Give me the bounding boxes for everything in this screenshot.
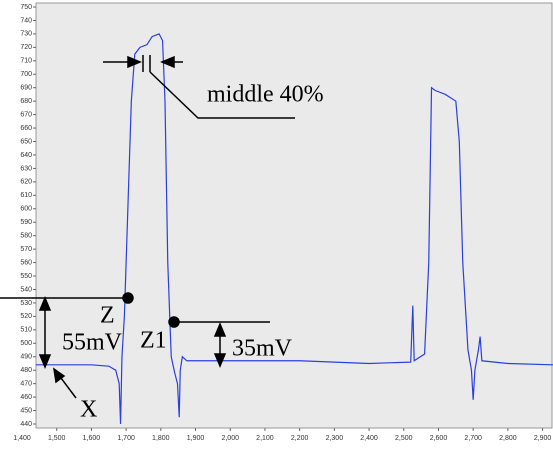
y-tick-label: 720 [20,44,32,51]
y-tick-label: 730 [20,31,32,38]
y-tick-label: 640 [20,152,32,159]
x-tick-label: 2,500 [395,435,413,442]
annotation: 35mV [232,336,293,362]
x-tick-label: 2,100 [256,435,274,442]
x-tick-label: 1,600 [83,435,101,442]
x-tick-label: 1,400 [13,435,31,442]
x-tick-label: 1,700 [117,435,135,442]
y-tick-label: 700 [20,71,32,78]
y-tick-label: 480 [20,367,32,374]
y-tick-label: 570 [20,246,32,253]
y-tick-label: 600 [20,206,32,213]
x-tick-label: 2,700 [464,435,482,442]
y-tick-label: 750 [20,4,32,11]
annotation: Z [100,303,115,329]
y-tick-label: 660 [20,125,32,132]
x-tick-label: 2,000 [221,435,239,442]
annotation: Z1 [140,328,167,354]
x-tick-label: 2,400 [360,435,378,442]
y-tick-label: 450 [20,407,32,414]
x-tick-label: 2,600 [430,435,448,442]
x-tick-label: 2,300 [326,435,344,442]
y-tick-label: 530 [20,300,32,307]
annotation: 55mV [62,330,123,356]
y-tick-label: 680 [20,98,32,105]
y-tick-label: 560 [20,259,32,266]
y-tick-label: 550 [20,273,32,280]
y-tick-label: 500 [20,340,32,347]
y-tick-label: 690 [20,85,32,92]
y-tick-label: 590 [20,219,32,226]
y-tick-label: 540 [20,286,32,293]
y-tick-label: 490 [20,354,32,361]
y-tick-label: 630 [20,165,32,172]
annotation: X [80,397,97,423]
data-line [35,33,553,425]
y-tick-label: 460 [20,394,32,401]
y-tick-label: 510 [20,327,32,334]
y-tick-label: 620 [20,179,32,186]
y-tick-label: 520 [20,313,32,320]
x-tick-label: 2,200 [291,435,309,442]
y-tick-label: 470 [20,380,32,387]
y-tick-label: 710 [20,58,32,65]
y-tick-label: 670 [20,111,32,118]
y-tick-label: 650 [20,138,32,145]
plot-area [35,2,553,429]
y-tick-label: 440 [20,421,32,428]
annotation: middle 40% [207,82,324,108]
x-tick-label: 1,900 [187,435,205,442]
x-tick-label: 2,800 [499,435,517,442]
y-tick-label: 580 [20,233,32,240]
x-tick-label: 1,800 [152,435,170,442]
y-tick-label: 740 [20,17,32,24]
annotation-shapes [0,55,295,399]
x-tick-label: 2,900 [534,435,552,442]
x-tick-label: 1,500 [48,435,66,442]
y-tick-label: 610 [20,192,32,199]
